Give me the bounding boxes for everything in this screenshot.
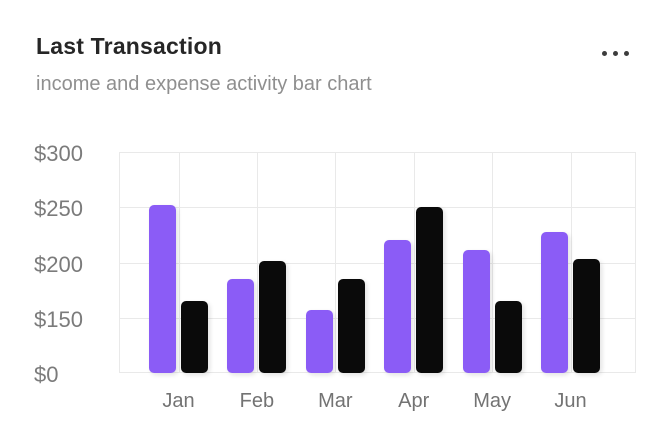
gridline-vertical (414, 152, 415, 373)
gridline-vertical (335, 152, 336, 373)
bar-income-jan[interactable] (149, 205, 176, 373)
x-axis-label: Jan (162, 390, 195, 412)
card-title: Last Transaction (36, 33, 222, 59)
gridline-vertical (119, 152, 120, 373)
x-axis-label: Apr (398, 390, 430, 412)
gridline-vertical (571, 152, 572, 373)
chart-plot (119, 152, 636, 373)
bar-income-jun[interactable] (541, 231, 568, 373)
ellipsis-horizontal-icon (601, 50, 629, 56)
gridline-horizontal (119, 262, 636, 264)
bar-expense-jan[interactable] (181, 301, 208, 373)
bar-expense-apr[interactable] (416, 207, 444, 373)
gridline-horizontal (119, 207, 636, 209)
x-axis-label: May (473, 390, 511, 412)
bar-income-apr[interactable] (384, 240, 412, 373)
card-subtitle: income and expense activity bar chart (36, 73, 372, 95)
y-axis-label: $300 (34, 141, 83, 166)
bar-income-may[interactable] (462, 250, 490, 373)
gridline-vertical (179, 152, 180, 373)
y-axis-label: $250 (34, 196, 83, 222)
x-axis-label: Mar (318, 390, 353, 412)
bar-expense-mar[interactable] (337, 279, 365, 373)
bar-expense-jun[interactable] (573, 259, 600, 373)
x-axis-label: Feb (239, 390, 275, 412)
gridline-vertical (635, 152, 636, 373)
gridline-horizontal (119, 317, 636, 319)
gridline-horizontal (119, 152, 636, 153)
card-menu-button[interactable] (590, 38, 640, 68)
x-axis-label: Jun (554, 390, 587, 412)
bar-expense-may[interactable] (494, 301, 522, 373)
gridline-vertical (492, 152, 493, 373)
gridline-vertical (257, 152, 258, 373)
y-axis-label: $200 (34, 251, 83, 277)
bar-income-mar[interactable] (305, 310, 333, 373)
y-axis-label: $150 (34, 306, 83, 332)
y-axis-label: $0 (34, 362, 59, 387)
gridline-horizontal (119, 372, 636, 373)
bar-expense-feb[interactable] (259, 261, 287, 373)
bar-income-feb[interactable] (227, 279, 255, 373)
